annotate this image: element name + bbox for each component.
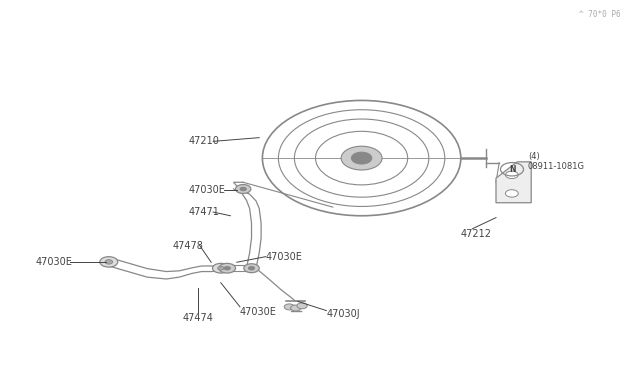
Circle shape [219,263,236,273]
Circle shape [341,146,382,170]
Text: N: N [509,165,515,174]
Text: 47212: 47212 [461,230,492,239]
Circle shape [240,187,246,191]
Circle shape [291,305,301,311]
Circle shape [284,304,294,310]
Text: 08911-1081G: 08911-1081G [528,162,585,171]
Text: 47478: 47478 [173,241,204,250]
Text: (4): (4) [528,152,540,161]
Circle shape [100,257,118,267]
Text: 47030E: 47030E [35,257,72,267]
Circle shape [506,190,518,197]
Circle shape [236,185,251,193]
Text: ^ 70*0 P6: ^ 70*0 P6 [579,10,621,19]
Circle shape [218,266,224,270]
Circle shape [244,264,259,273]
Circle shape [351,152,372,164]
Text: 47030E: 47030E [240,308,277,317]
Text: 47030J: 47030J [326,310,360,319]
Text: 47474: 47474 [183,313,214,323]
Text: 47030E: 47030E [266,252,303,262]
Circle shape [224,266,230,270]
Text: 47471: 47471 [189,207,220,217]
Text: 47030E: 47030E [189,185,226,195]
Circle shape [248,266,255,270]
Circle shape [297,303,307,309]
Circle shape [105,260,113,264]
Circle shape [506,171,518,179]
Circle shape [212,263,229,273]
Polygon shape [496,162,531,203]
Text: 47210: 47210 [189,137,220,146]
